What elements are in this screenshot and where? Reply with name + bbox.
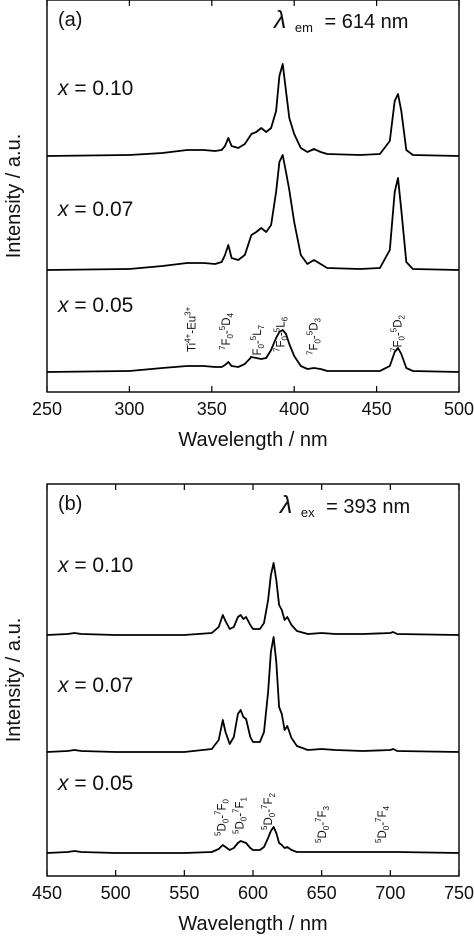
panel-b-x-tick-label: 750: [444, 883, 474, 903]
panel-a-x-tick-label: 350: [197, 399, 227, 419]
panel-b-curves: [46, 562, 460, 854]
panel-a-x-tick-label: 500: [444, 399, 474, 419]
panel-a-curve-series-0: [46, 63, 460, 157]
panel-a-series-label: x = 0.07: [57, 198, 133, 221]
panel-b-x-tick-label: 450: [32, 883, 62, 903]
panel-b-condition: λ ex = 393 nm: [278, 491, 410, 522]
panel-a-transition-label: 7F0-5L7: [249, 324, 266, 360]
panel-b-transition-label: 5D0-7F1: [231, 796, 248, 834]
panel-b-label: (b): [58, 493, 82, 515]
panel-a-annotations: Ti4+-Eu3+ 7F0-5D4 7F0-5L7 7F0-5L6 7F0-5D3 7F0…: [183, 306, 406, 360]
panel-a-condition-symbol: λ: [272, 6, 286, 34]
panel-b-x-tick-label: 600: [238, 883, 268, 903]
panel-b-transition-label: 5D0-7F3: [314, 805, 331, 843]
panel-b-x-ticks: 450 500 550 600 650 700 750: [32, 484, 474, 903]
panel-b-x-tick-label: 500: [101, 883, 131, 903]
panel-b-condition-symbol: λ: [278, 491, 292, 519]
panel-b-condition-subscript: ex: [301, 505, 315, 520]
panel-a-y-axis-label: Intensity / a.u.: [3, 134, 25, 259]
panel-a-transition-label: Ti4+-Eu3+: [183, 306, 198, 352]
panel-a-condition-subscript: em: [295, 20, 313, 35]
panel-a-frame: [46, 0, 460, 393]
panel-b-series-label: x = 0.05: [57, 772, 133, 795]
panel-a-series-labels: x = 0.10 x = 0.07 x = 0.05: [57, 77, 133, 317]
panel-a-x-tick-label: 300: [114, 399, 144, 419]
panel-b-x-tick-label: 550: [169, 883, 199, 903]
panel-a: (a) λ em = 614 nm 250 300 350 400 450 500 x =…: [3, 0, 474, 451]
panel-b-transition-label: 5D0-7F4: [374, 805, 391, 843]
panel-b-curve-series-2: [46, 826, 460, 854]
panel-a-transition-label: 7F0-5D2: [389, 314, 406, 352]
panel-a-curve-series-2: [46, 329, 460, 373]
panel-a-x-tick-label: 400: [279, 399, 309, 419]
panel-b-curve-series-0: [46, 562, 460, 636]
panel-a-x-tick-label: 250: [32, 399, 62, 419]
panel-b: (b) λ ex = 393 nm 450 500 550 600 650 700 750 …: [3, 483, 474, 935]
panel-a-label: (a): [58, 9, 82, 31]
panel-a-condition: λ em = 614 nm: [272, 6, 408, 37]
panel-b-series-label: x = 0.07: [57, 674, 133, 697]
panel-a-x-tick-label: 450: [362, 399, 392, 419]
panel-a-series-label: x = 0.10: [57, 77, 133, 100]
panel-b-series-label: x = 0.10: [57, 554, 133, 577]
panel-b-series-labels: x = 0.10 x = 0.07 x = 0.05: [57, 554, 133, 795]
panel-a-series-label: x = 0.05: [57, 294, 133, 317]
panel-b-x-tick-label: 650: [307, 883, 337, 903]
panel-b-transition-label: 5D0-7F0: [214, 798, 231, 836]
panel-b-x-axis-label: Wavelength / nm: [178, 913, 327, 935]
panel-a-transition-label: 7F0-5D4: [218, 312, 235, 350]
panel-a-curves: [46, 63, 460, 373]
panel-a-transition-label: 7F0-5L6: [272, 316, 289, 352]
panel-a-x-axis-label: Wavelength / nm: [178, 429, 327, 451]
panel-a-transition-label: 7F0-5D3: [305, 317, 322, 355]
panel-b-condition-value: = 393 nm: [326, 496, 410, 518]
panel-a-curve-series-1: [46, 154, 460, 271]
panel-b-transition-label: 5D0-7F2: [260, 792, 277, 830]
panel-b-x-tick-label: 700: [375, 883, 405, 903]
panel-b-curve-series-1: [46, 636, 460, 753]
panel-a-condition-value: = 614 nm: [325, 11, 409, 33]
panel-a-x-ticks: 250 300 350 400 450 500: [32, 0, 474, 419]
panel-b-y-axis-label: Intensity / a.u.: [3, 618, 25, 743]
